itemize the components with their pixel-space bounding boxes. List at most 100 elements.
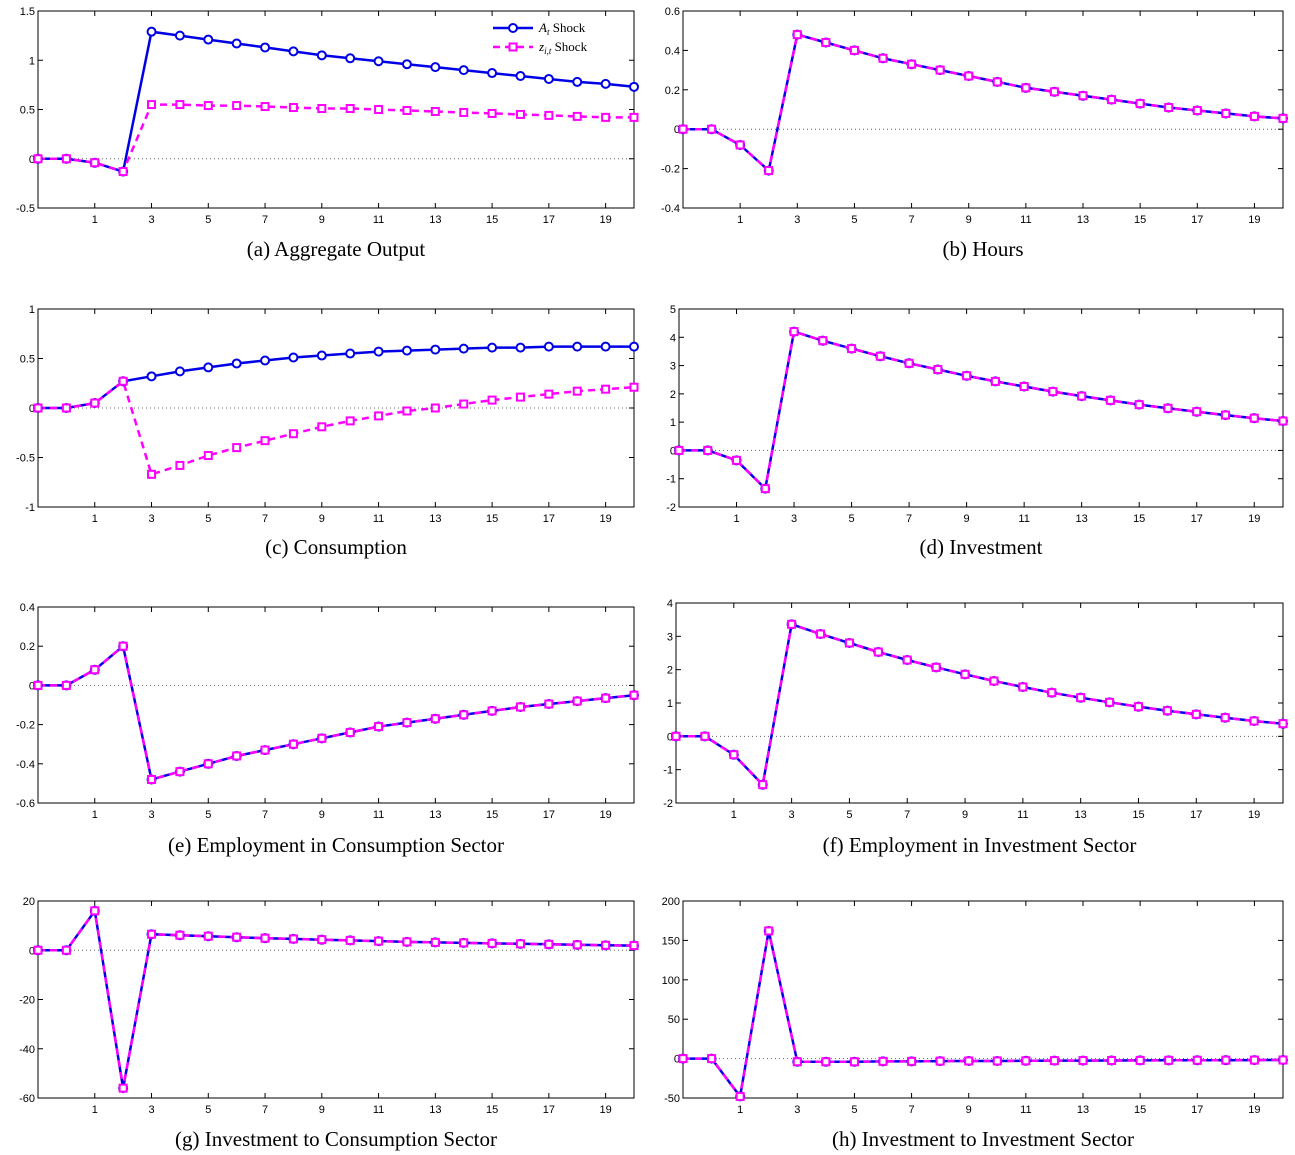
data-point-z-shock (345, 727, 355, 737)
data-point-z-shock (989, 676, 999, 686)
y-tick-label: 1 (670, 417, 676, 429)
x-tick-label: 1 (733, 513, 739, 525)
data-point-z-shock (707, 124, 717, 134)
series-line-z-shock (676, 622, 1284, 788)
data-point-z-shock (1249, 413, 1259, 423)
data-point-z-shock (1049, 87, 1059, 97)
y-tick-label: 0.2 (20, 641, 35, 653)
axes-frame (37, 10, 635, 209)
x-tick-label: 9 (319, 809, 325, 821)
legend-marker-a-shock (508, 23, 518, 33)
data-point-z-shock (515, 702, 525, 712)
data-point-z-shock (374, 105, 384, 114)
x-tick-label: 13 (1077, 1104, 1089, 1116)
series-line-a-shock (38, 643, 635, 782)
data-point-z-shock (992, 77, 1002, 87)
y-tick-label: -0.5 (16, 203, 35, 215)
data-point-z-shock (678, 1054, 688, 1064)
series-line-a-shock (38, 30, 635, 174)
x-tick-label: 9 (319, 214, 325, 226)
data-point-z-shock (1019, 382, 1029, 392)
data-point-z-shock (118, 641, 128, 651)
data-point-z-shock (175, 100, 185, 110)
x-tick-label: 9 (962, 809, 968, 821)
data-point-z-shock (764, 166, 774, 176)
data-point-z-shock (1134, 400, 1144, 410)
data-point-z-shock (1018, 682, 1028, 692)
data-point-z-shock (964, 1056, 974, 1066)
x-tick-label: 1 (92, 214, 98, 226)
x-tick-label: 3 (794, 1104, 800, 1116)
x-tick-label: 7 (904, 809, 910, 821)
data-point-z-shock (960, 669, 970, 679)
panel-caption: (d) Investment (919, 535, 1042, 559)
x-tick-label: 9 (319, 513, 325, 525)
data-point-z-shock (873, 647, 883, 657)
data-point-z-shock (1164, 103, 1174, 113)
data-point-z-shock (990, 376, 1000, 386)
data-point-z-shock (1135, 1055, 1145, 1065)
data-point-z-shock (175, 930, 185, 940)
data-point-a-shock (203, 34, 214, 45)
data-point-z-shock (678, 124, 688, 134)
axes-frame (678, 308, 1284, 508)
x-tick-label: 5 (851, 214, 857, 226)
x-tick-label: 3 (791, 513, 797, 525)
data-point-z-shock (572, 696, 582, 706)
data-point-z-shock (1192, 105, 1202, 115)
data-point-z-shock (1135, 99, 1145, 109)
axes-frame (37, 308, 635, 508)
x-tick-label: 1 (737, 1104, 743, 1116)
y-tick-label: 0.5 (20, 354, 35, 366)
x-tick-label: 7 (906, 513, 912, 525)
data-point-z-shock (849, 45, 859, 55)
x-tick-label: 7 (909, 1104, 915, 1116)
data-point-a-shock (515, 71, 526, 82)
data-point-z-shock (232, 443, 242, 453)
data-point-z-shock (844, 638, 854, 648)
data-point-z-shock (430, 937, 440, 947)
x-tick-label: 17 (1191, 214, 1203, 226)
data-point-z-shock (1133, 702, 1143, 712)
x-tick-label: 7 (909, 214, 915, 226)
x-tick-label: 5 (205, 513, 211, 525)
x-tick-label: 19 (599, 1104, 611, 1116)
x-tick-label: 11 (373, 214, 384, 226)
x-tick-label: 11 (1020, 1104, 1031, 1116)
data-point-z-shock (147, 929, 157, 939)
y-tick-label: -50 (664, 1093, 680, 1105)
data-point-z-shock (601, 112, 611, 122)
x-tick-label: 17 (543, 214, 555, 226)
x-tick-label: 15 (1132, 809, 1144, 821)
data-point-a-shock (146, 26, 157, 37)
y-tick-label: 2 (670, 389, 676, 401)
x-tick-label: 3 (148, 809, 154, 821)
data-point-z-shock (317, 422, 327, 432)
data-point-z-shock (61, 154, 71, 164)
data-point-z-shock (1076, 693, 1086, 703)
x-tick-label: 19 (1248, 809, 1260, 821)
data-point-a-shock (146, 371, 157, 382)
x-tick-label: 13 (429, 513, 441, 525)
data-point-z-shock (1078, 91, 1088, 101)
data-point-z-shock (735, 140, 745, 150)
data-point-z-shock (1105, 395, 1115, 405)
data-point-z-shock (1220, 713, 1230, 723)
data-point-z-shock (1047, 688, 1057, 698)
data-point-z-shock (260, 933, 270, 943)
data-point-z-shock (572, 386, 582, 396)
data-point-z-shock (601, 940, 611, 950)
data-point-z-shock (402, 105, 412, 115)
x-tick-label: 15 (1134, 214, 1146, 226)
x-tick-label: 17 (1191, 513, 1203, 525)
panel-caption: (h) Investment to Investment Sector (832, 1127, 1134, 1151)
legend-marker-z-shock (508, 42, 518, 52)
data-point-z-shock (931, 662, 941, 672)
data-point-z-shock (288, 429, 298, 439)
data-point-a-shock (401, 345, 412, 356)
y-tick-label: 100 (662, 975, 680, 987)
x-tick-label: 7 (262, 809, 268, 821)
x-tick-label: 19 (599, 513, 611, 525)
data-point-a-shock (373, 56, 384, 67)
